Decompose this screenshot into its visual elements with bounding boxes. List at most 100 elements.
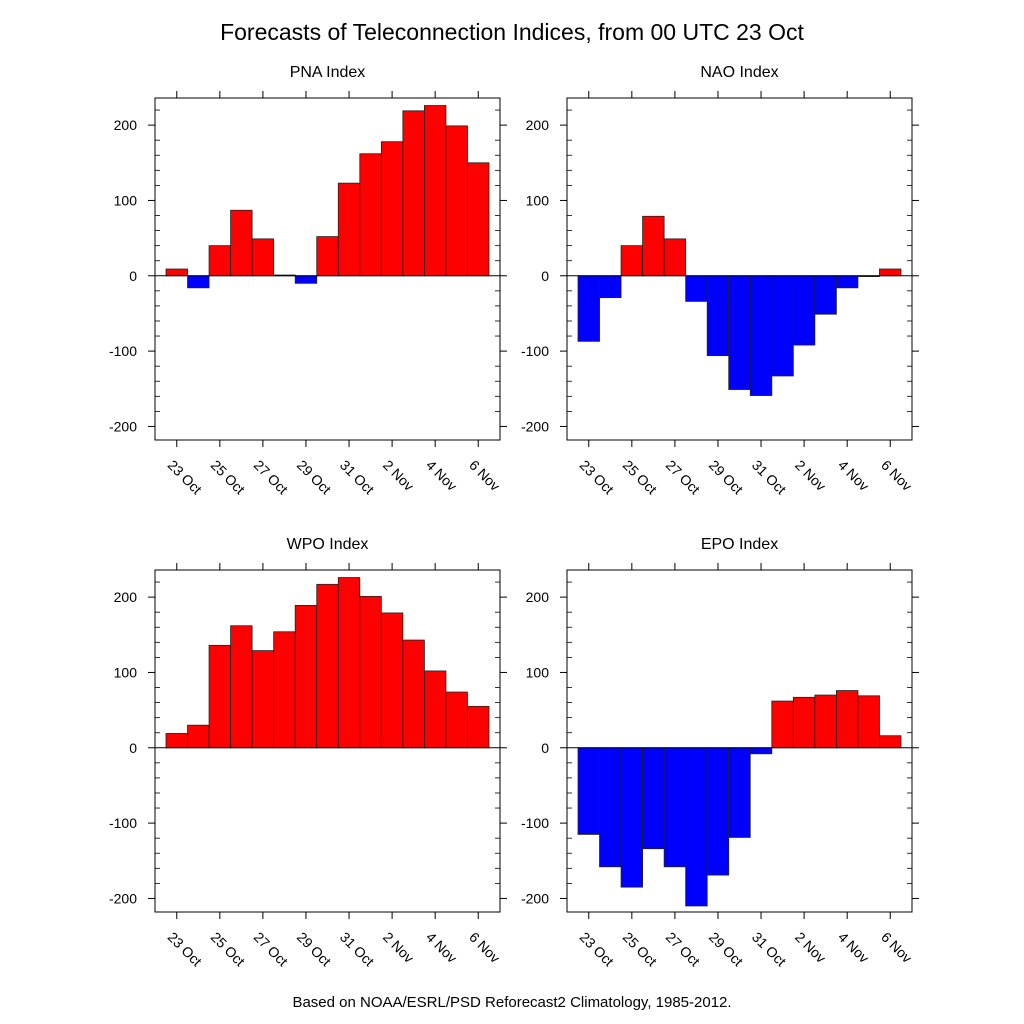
bar <box>294 275 318 284</box>
bar <box>445 691 468 749</box>
x-tick-label: 29 Oct <box>706 929 747 970</box>
bar <box>728 275 751 390</box>
bar <box>836 275 859 289</box>
bar <box>771 700 794 749</box>
y-tick-label: -100 <box>109 343 137 359</box>
x-tick-label: 25 Oct <box>620 929 661 970</box>
y-tick-label: 100 <box>114 664 138 680</box>
bar <box>879 735 902 749</box>
bar <box>359 595 382 749</box>
bar <box>728 747 751 838</box>
bar <box>814 275 837 315</box>
bar <box>663 238 687 277</box>
bar <box>423 105 447 277</box>
bar <box>620 747 643 888</box>
y-tick-label: 200 <box>526 117 550 133</box>
x-tick-label: 4 Nov <box>423 457 460 494</box>
figure-title: Forecasts of Teleconnection Indices, fro… <box>220 19 804 45</box>
panel-pna: PNA Index 200 100 0 -100 -200 23 Oct 25 Oct 27 O… <box>109 64 507 497</box>
y-tick-label: -100 <box>521 343 549 359</box>
bar <box>706 275 730 357</box>
y-tick-label: 100 <box>526 664 550 680</box>
x-tick-label: 31 Oct <box>337 457 378 498</box>
bar <box>316 583 339 749</box>
bar <box>642 215 665 277</box>
panel-wpo: WPO Index 200 100 0 -100 -200 23 Oct 25 Oct 27 O… <box>109 536 507 969</box>
bar <box>879 268 902 277</box>
panel-title: WPO Index <box>287 536 369 553</box>
bar <box>230 625 253 749</box>
x-tick-label: 27 Oct <box>663 457 704 498</box>
bar <box>792 696 816 749</box>
x-tick-label: 2 Nov <box>792 457 829 494</box>
bar <box>749 275 773 396</box>
x-tick-label: 23 Oct <box>577 929 618 970</box>
x-tick-label: 25 Oct <box>208 457 249 498</box>
bar <box>706 747 730 876</box>
plot-frame <box>154 97 501 441</box>
bar <box>165 733 188 749</box>
x-tick-label: 6 Nov <box>878 457 915 494</box>
bar <box>187 275 210 289</box>
y-tick-label: 100 <box>526 192 550 208</box>
y-tick-label: 100 <box>114 192 138 208</box>
x-tick-label: 23 Oct <box>165 929 206 970</box>
bar <box>577 747 600 835</box>
x-tick-label: 2 Nov <box>380 929 417 966</box>
bar <box>620 245 643 277</box>
x-tick-label: 4 Nov <box>423 929 460 966</box>
bar <box>230 209 253 277</box>
x-tick-label: 4 Nov <box>835 929 872 966</box>
bar <box>599 275 622 299</box>
plot-frame <box>566 569 913 913</box>
bar <box>380 612 404 749</box>
bar <box>294 605 318 749</box>
x-tick-label: 25 Oct <box>208 929 249 970</box>
bar <box>273 631 296 749</box>
x-tick-label: 31 Oct <box>749 457 790 498</box>
bar <box>187 724 210 749</box>
y-tick-label: -200 <box>109 418 137 434</box>
bar <box>467 705 490 749</box>
bar <box>380 141 404 277</box>
x-tick-label: 6 Nov <box>878 929 915 966</box>
bar <box>599 747 622 868</box>
bar <box>402 639 425 749</box>
panel-title: EPO Index <box>701 536 778 553</box>
bar <box>165 268 188 277</box>
x-tick-label: 4 Nov <box>835 457 872 494</box>
x-tick-label: 29 Oct <box>294 929 335 970</box>
bar <box>814 694 837 749</box>
y-tick-label: -200 <box>521 890 549 906</box>
bar <box>251 650 275 749</box>
bar <box>792 275 816 346</box>
x-tick-label: 31 Oct <box>749 929 790 970</box>
bar <box>663 747 687 868</box>
bar <box>337 577 361 749</box>
x-tick-label: 27 Oct <box>251 929 292 970</box>
bar <box>423 670 447 749</box>
x-tick-label: 27 Oct <box>663 929 704 970</box>
bar <box>685 747 708 907</box>
y-tick-label: 0 <box>129 740 137 756</box>
bar <box>857 695 880 749</box>
bar <box>337 182 361 277</box>
plot-frame <box>566 97 913 441</box>
bar <box>836 690 859 749</box>
bar <box>208 644 231 749</box>
bar <box>577 275 600 342</box>
y-tick-label: 0 <box>541 740 549 756</box>
x-tick-label: 23 Oct <box>165 457 206 498</box>
bar <box>771 275 794 377</box>
x-tick-label: 31 Oct <box>337 929 378 970</box>
x-tick-label: 6 Nov <box>466 929 503 966</box>
y-tick-label: -200 <box>521 418 549 434</box>
panel-epo: EPO Index 200 100 0 -100 -200 23 Oct 25 Oct 27 O… <box>521 536 919 969</box>
bar <box>359 153 382 277</box>
y-tick-label: -100 <box>521 815 549 831</box>
y-tick-label: -100 <box>109 815 137 831</box>
panel-title: PNA Index <box>290 64 366 81</box>
bar <box>316 236 339 277</box>
x-tick-label: 2 Nov <box>792 929 829 966</box>
y-tick-label: 0 <box>541 268 549 284</box>
